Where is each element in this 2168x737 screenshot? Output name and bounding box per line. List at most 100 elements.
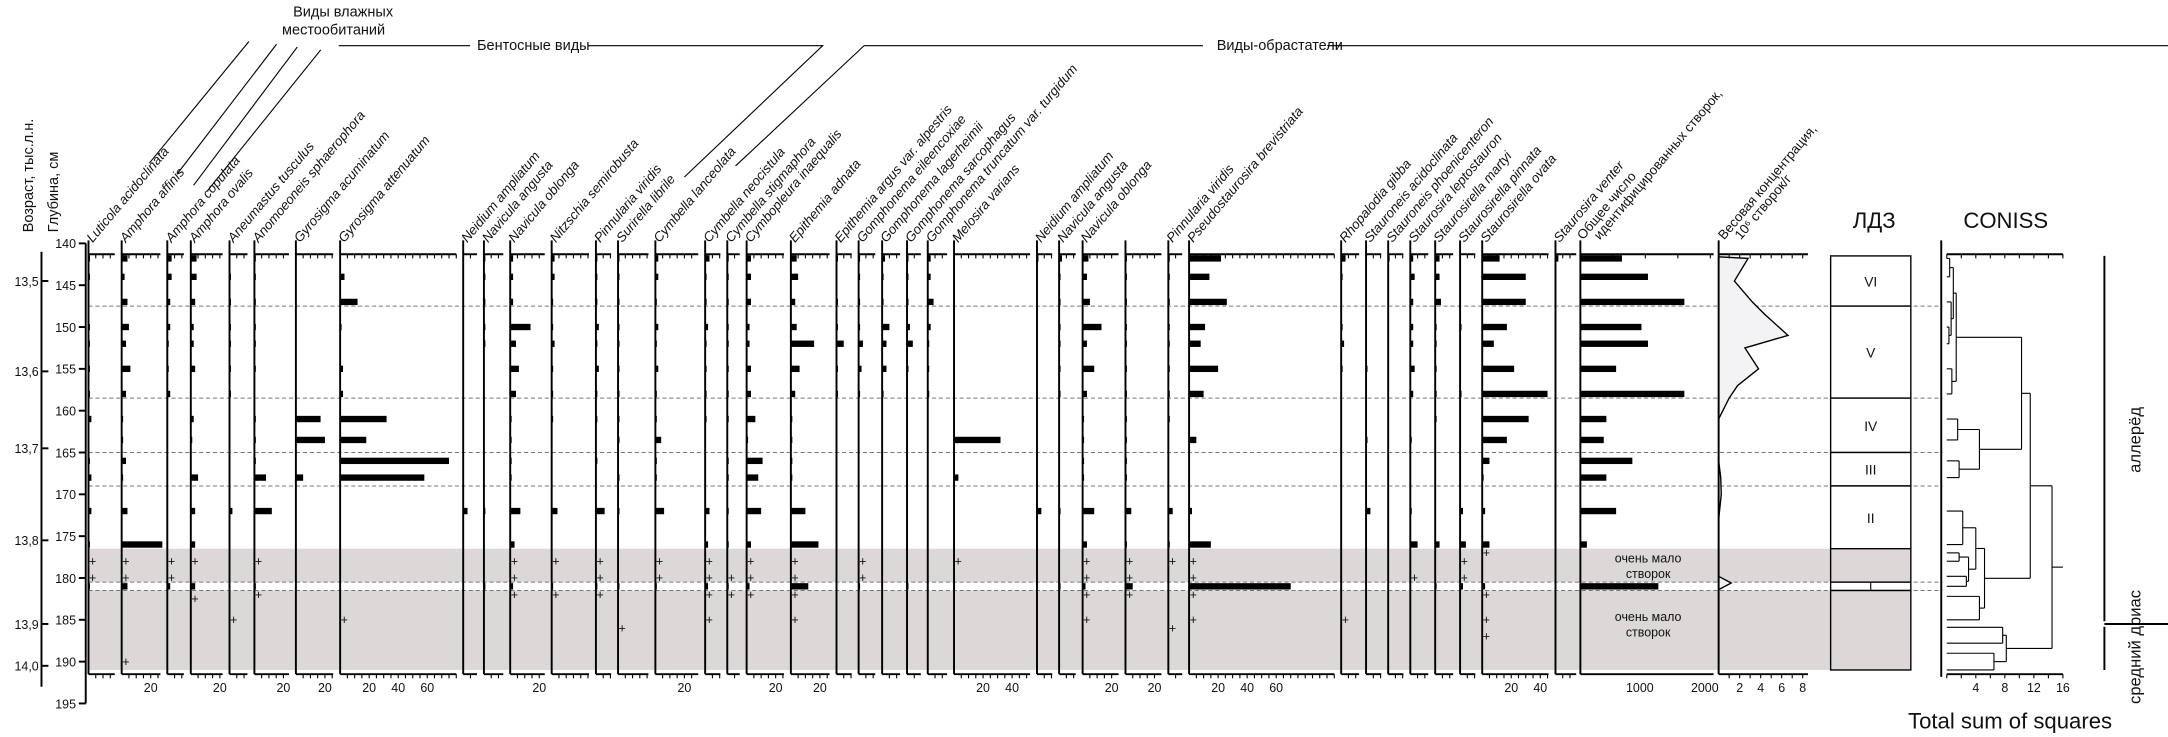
taxon-tick-label: 20 — [813, 681, 827, 695]
total-count-bar — [1580, 255, 1622, 262]
abundance-bar — [254, 365, 256, 373]
abundance-bar — [483, 583, 486, 590]
abundance-bar — [618, 436, 620, 444]
abundance-bar — [1460, 323, 1462, 331]
depth-tick-label: 150 — [55, 321, 76, 335]
rare-marker: + — [747, 554, 754, 568]
abundance-bar — [882, 298, 884, 306]
abundance-bar — [1125, 474, 1127, 481]
abundance-bar — [254, 323, 256, 331]
abundance-bar — [746, 255, 751, 262]
abundance-bar — [1059, 507, 1061, 515]
abundance-bar — [1125, 436, 1127, 444]
depth-tick-label: 175 — [55, 530, 76, 544]
rare-marker: + — [1126, 554, 1133, 568]
abundance-bar — [1125, 298, 1127, 306]
abundance-bar — [1189, 390, 1204, 398]
abundance-bar — [88, 583, 90, 590]
rare-marker: + — [1190, 613, 1197, 627]
abundance-bar — [595, 340, 598, 347]
abundance-bar — [1082, 541, 1087, 548]
rare-marker: + — [168, 554, 175, 568]
abundance-bar — [1082, 436, 1085, 444]
abundance-bar — [1059, 323, 1061, 331]
abundance-bar — [1168, 273, 1170, 281]
note-text: створок — [1626, 567, 1671, 581]
rare-marker: + — [1126, 571, 1133, 585]
abundance-bar — [746, 541, 751, 548]
total-count-bar — [1580, 415, 1607, 423]
rare-marker: + — [1169, 621, 1176, 635]
abundance-bar — [1082, 323, 1102, 331]
abundance-bar — [483, 340, 486, 347]
concentration-label-1: Весовая концентрация, — [1715, 122, 1820, 243]
abundance-bar — [790, 255, 797, 262]
abundance-bar — [1366, 436, 1368, 444]
abundance-bar — [655, 474, 657, 481]
abundance-bar — [229, 390, 231, 398]
abundance-bar — [254, 340, 256, 347]
abundance-bar — [727, 340, 729, 347]
rare-marker: + — [1342, 613, 1349, 627]
abundance-bar — [746, 390, 751, 398]
zone-box — [1829, 589, 1912, 671]
rare-marker: + — [511, 554, 518, 568]
abundance-bar — [882, 390, 884, 398]
abundance-bar — [790, 583, 809, 590]
age-tick-label: 13,9 — [14, 618, 38, 632]
abundance-bar — [655, 255, 659, 262]
rare-marker: + — [706, 588, 713, 602]
abundance-bar — [1482, 457, 1490, 465]
abundance-bar — [551, 583, 554, 590]
abundance-bar — [551, 340, 555, 347]
rare-marker: + — [552, 554, 559, 568]
abundance-bar — [882, 273, 884, 281]
abundance-bar — [790, 298, 796, 306]
abundance-bar — [1082, 390, 1087, 398]
abundance-bar — [790, 507, 806, 515]
abundance-bar — [1125, 457, 1127, 465]
abundance-bar — [88, 273, 90, 281]
rare-marker: + — [747, 588, 754, 602]
rare-marker: + — [511, 571, 518, 585]
abundance-bar — [1036, 507, 1042, 515]
abundance-bar — [254, 474, 267, 481]
abundance-bar — [190, 365, 196, 373]
group-periphyton: Виды-обрастатели — [1217, 38, 1343, 54]
taxon-tick-label: 20 — [213, 681, 227, 695]
abundance-bar — [510, 298, 514, 306]
abundance-bar — [190, 541, 196, 548]
abundance-bar — [1125, 507, 1132, 515]
abundance-bar — [1341, 340, 1345, 347]
abundance-bar — [167, 298, 171, 306]
abundance-bar — [483, 323, 486, 331]
abundance-bar — [510, 415, 512, 423]
abundance-bar — [618, 415, 620, 423]
abundance-bar — [340, 298, 358, 306]
total-count-bar — [1580, 323, 1642, 331]
age-tick-label: 13,5 — [14, 275, 38, 289]
abundance-bar — [746, 415, 756, 423]
rare-marker: + — [255, 588, 262, 602]
rare-marker: + — [706, 554, 713, 568]
abundance-bar — [655, 390, 657, 398]
abundance-bar — [1341, 255, 1346, 262]
abundance-bar — [727, 474, 729, 481]
abundance-bar — [483, 273, 486, 281]
abundance-bar — [254, 298, 256, 306]
abundance-bar — [618, 390, 620, 398]
abundance-bar — [655, 457, 657, 465]
abundance-bar — [1168, 298, 1170, 306]
low-count-band — [88, 548, 1831, 583]
abundance-bar — [836, 390, 838, 398]
abundance-bar — [1059, 365, 1061, 373]
abundance-bar — [1189, 365, 1219, 373]
abundance-bar — [510, 541, 515, 548]
abundance-bar — [1189, 273, 1210, 281]
note-text: створок — [1626, 625, 1671, 639]
abundance-bar — [705, 583, 709, 590]
abundance-bar — [483, 255, 486, 262]
abundance-bar — [551, 507, 558, 515]
abundance-bar — [1410, 298, 1414, 306]
taxon-label: Gyrosigma attenuatum — [335, 133, 433, 245]
